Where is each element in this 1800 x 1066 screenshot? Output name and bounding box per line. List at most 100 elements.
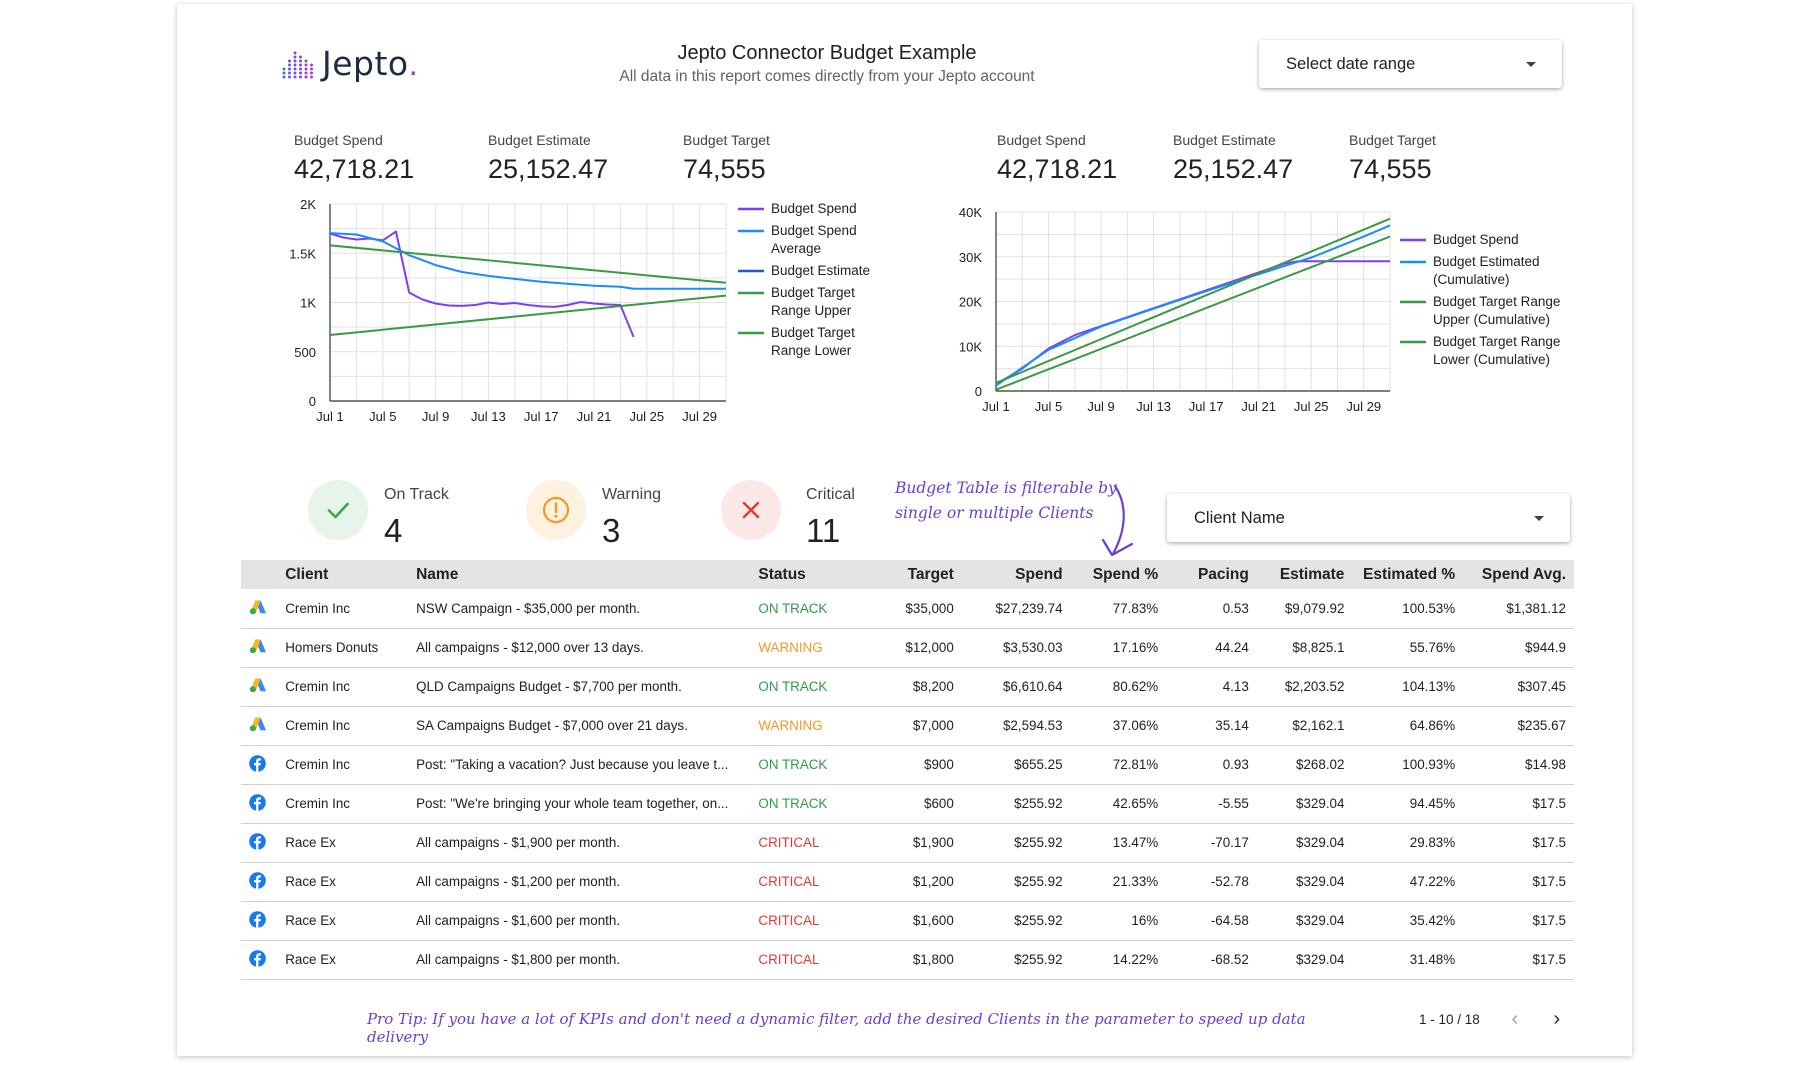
series-line <box>995 217 1391 384</box>
logo-dot-mark <box>293 51 297 54</box>
cell-target: $12,000 <box>871 628 962 668</box>
cell-status: CRITICAL <box>750 823 872 863</box>
column-header-estimated-pct[interactable]: Estimated % <box>1352 560 1464 589</box>
x-tick-label: Jul 5 <box>1035 399 1062 414</box>
logo-dot-mark <box>299 71 302 74</box>
scorecard-label: Budget Estimate <box>1173 132 1276 148</box>
logo-dot-mark <box>304 59 308 62</box>
table-row[interactable]: Cremin Inc Post: "We're bringing your who… <box>241 784 1574 824</box>
table-row[interactable]: Race Ex All campaigns - $1,600 per month.… <box>241 901 1574 941</box>
cell-estimate: $268.02 <box>1256 745 1353 785</box>
on-track-status-circle <box>308 480 368 540</box>
cell-name: SA Campaigns Budget - $7,000 over 21 day… <box>408 706 751 746</box>
logo-dot-mark <box>282 75 286 78</box>
table-row[interactable]: Homers Donuts All campaigns - $12,000 ove… <box>241 628 1574 668</box>
prev-page-chevron-icon[interactable]: ‹ <box>1511 1008 1519 1030</box>
cell-estimated-pct: 55.76% <box>1352 628 1464 668</box>
row-platform-cell <box>241 901 278 941</box>
logo-dot-mark <box>310 63 313 66</box>
cell-estimate: $8,825.1 <box>1256 628 1353 668</box>
next-page-chevron-icon[interactable]: › <box>1553 1008 1561 1030</box>
cell-pacing: 44.24 <box>1166 628 1257 668</box>
cell-client: Homers Donuts <box>277 628 409 668</box>
scorecard-label: Budget Target <box>683 132 770 148</box>
cell-status: CRITICAL <box>750 940 872 980</box>
caret-down-icon <box>1534 515 1544 521</box>
cell-spend: $3,530.03 <box>961 628 1071 668</box>
column-header-estimate[interactable]: Estimate <box>1256 560 1353 589</box>
series-line <box>329 244 727 284</box>
series-line <box>995 224 1391 387</box>
cell-estimated-pct: 47.22% <box>1352 862 1464 902</box>
table-row[interactable]: Cremin Inc SA Campaigns Budget - $7,000 o… <box>241 706 1574 746</box>
x-tick-label: Jul 21 <box>577 409 612 424</box>
cell-spend-avg: $17.5 <box>1463 901 1574 941</box>
cell-spend: $255.92 <box>961 823 1071 863</box>
jepto-logo-mark-icon <box>282 51 313 78</box>
cell-estimate: $329.04 <box>1256 862 1353 902</box>
cell-spend-pct: 21.33% <box>1070 862 1167 902</box>
x-tick-label: Jul 17 <box>524 409 559 424</box>
cell-status: ON TRACK <box>750 667 872 707</box>
y-tick-label: 0 <box>309 394 316 409</box>
table-row[interactable]: Cremin Inc NSW Campaign - $35,000 per mon… <box>241 589 1574 629</box>
cell-estimated-pct: 104.13% <box>1352 667 1464 707</box>
logo-dot-mark <box>299 75 302 78</box>
column-header-name[interactable]: Name <box>408 560 751 589</box>
logo-dot-mark <box>282 67 286 70</box>
cell-spend-pct: 16% <box>1070 901 1167 941</box>
cell-pacing: 4.13 <box>1166 667 1257 707</box>
column-header-spend-pct[interactable]: Spend % <box>1070 560 1167 589</box>
on-track-count: 4 <box>384 512 403 549</box>
logo-dot-mark <box>299 59 302 62</box>
column-header-spend[interactable]: Spend <box>961 560 1071 589</box>
table-row[interactable]: Race Ex All campaigns - $1,900 per month.… <box>241 823 1574 863</box>
google-ads-icon <box>249 600 266 614</box>
logo-dot-mark <box>288 75 291 78</box>
cell-target: $1,900 <box>871 823 962 863</box>
column-header-spend-avg[interactable]: Spend Avg. <box>1463 560 1574 589</box>
date-range-dropdown[interactable]: Select date range <box>1259 40 1562 88</box>
cell-spend-avg: $17.5 <box>1463 823 1574 863</box>
cell-spend-pct: 80.62% <box>1070 667 1167 707</box>
x-tick-label: Jul 25 <box>1294 399 1329 414</box>
column-header-status[interactable]: Status <box>750 560 872 589</box>
logo-dot-mark <box>310 71 313 74</box>
table-row[interactable]: Cremin Inc QLD Campaigns Budget - $7,700 … <box>241 667 1574 707</box>
cell-client: Cremin Inc <box>277 667 409 707</box>
logo-dot-mark <box>288 59 291 62</box>
google-ads-icon <box>249 639 266 654</box>
cell-spend-avg: $14.98 <box>1463 745 1574 785</box>
daily-budget-line-chart: 0 500 1K 1.5K 2K Jul 1 Jul 5 Jul 9 Jul 13 Jul 17 J… <box>289 197 870 424</box>
legend-label: Budget Target Range <box>1433 334 1560 349</box>
cell-spend-avg: $307.45 <box>1463 667 1574 707</box>
y-tick-label: 30K <box>959 250 982 265</box>
cell-estimate: $2,162.1 <box>1256 706 1353 746</box>
cell-status: WARNING <box>750 628 872 668</box>
scorecard-budget-estimate-right: Budget Estimate 25,152.47 <box>1173 132 1293 185</box>
cell-client: Race Ex <box>277 823 409 863</box>
table-row[interactable]: Cremin Inc Post: "Taking a vacation? Just… <box>241 745 1574 785</box>
y-tick-label: 0 <box>975 384 982 399</box>
critical-status-circle <box>721 480 781 540</box>
client-name-filter-dropdown[interactable]: Client Name <box>1167 494 1570 542</box>
warning-count: 3 <box>602 512 621 549</box>
x-tick-label: Jul 5 <box>369 409 396 424</box>
column-header-pacing[interactable]: Pacing <box>1166 560 1257 589</box>
table-row[interactable]: Race Ex All campaigns - $1,800 per month.… <box>241 940 1574 980</box>
cell-pacing: -52.78 <box>1166 862 1257 902</box>
cell-spend-pct: 72.81% <box>1070 745 1167 785</box>
logo-dot-mark <box>304 63 308 66</box>
logo-dot-mark <box>288 63 291 66</box>
cell-name: QLD Campaigns Budget - $7,700 per month. <box>408 667 751 707</box>
cell-target: $900 <box>871 745 962 785</box>
column-header-client[interactable]: Client <box>277 560 409 589</box>
on-track-label: On Track <box>384 486 449 503</box>
x-tick-label: Jul 1 <box>316 409 343 424</box>
series-line <box>329 232 726 290</box>
cell-spend: $27,239.74 <box>961 589 1071 629</box>
table-row[interactable]: Race Ex All campaigns - $1,200 per month.… <box>241 862 1574 902</box>
column-header-target[interactable]: Target <box>871 560 962 589</box>
cell-spend-pct: 14.22% <box>1070 940 1167 980</box>
series-line <box>995 235 1391 391</box>
